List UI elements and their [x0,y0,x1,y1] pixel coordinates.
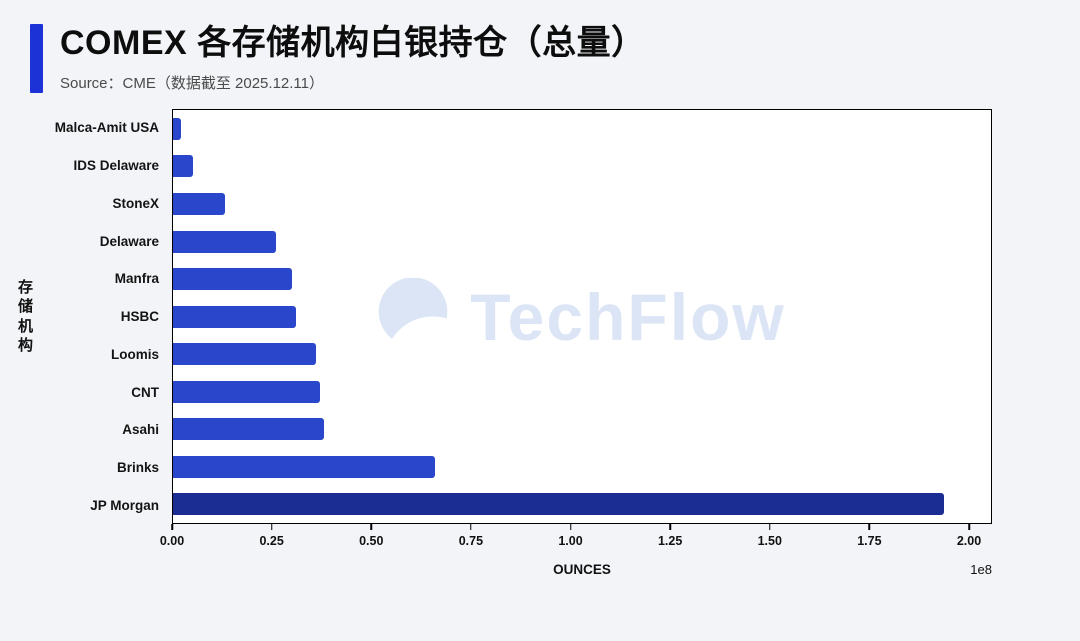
bar-asahi [173,418,325,441]
bar-cnt [173,380,321,403]
bar-row [173,260,991,298]
bar-row [173,410,991,448]
category-label: CNT [131,384,159,400]
bar-row [173,335,991,373]
bar-row [173,298,991,336]
title-block: COMEX 各存储机构白银持仓（总量） Source：CME（数据截至 2025… [60,24,646,93]
bar-row [173,486,991,524]
x-tick-label: 0.75 [458,534,484,549]
title-accent-bar [30,24,43,94]
axis-scale-label: 1e8 [970,562,992,578]
x-tick-mark [569,524,572,531]
x-tick-label: 1.25 [657,534,683,549]
x-tick-mark [270,524,273,531]
bar-malca-amit-usa [173,117,181,140]
category-label: Asahi [122,422,159,438]
plot-area: TechFlow [172,109,992,525]
category-labels: Malca-Amit USA IDS Delaware StoneX Delaware… [44,109,172,524]
bar-delaware [173,230,277,253]
x-tick-mark [171,524,173,531]
x-tick-label: 1.75 [857,534,882,549]
bar-manfra [173,268,293,291]
bar-brinks [173,455,436,478]
x-tick-label: 1.00 [558,534,583,549]
x-axis-label: OUNCES [553,562,611,578]
category-label: StoneX [112,195,159,211]
x-axis-label-row: OUNCES 1e8 [172,562,992,586]
bar-ids-delaware [173,155,193,178]
x-tick-label: 0.00 [159,534,185,549]
x-axis: 0.00 0.25 0.50 0.75 1.00 1.25 1.50 1.75 2.00 [160,524,992,556]
category-label: Delaware [99,233,159,249]
bar-stonex [173,192,225,215]
category-label: IDS Delaware [73,158,159,174]
bar-hsbc [173,305,297,328]
bar-row [173,185,991,223]
category-label: Brinks [116,460,159,476]
x-tick-label: 0.25 [259,534,284,549]
bar-row [173,448,991,486]
bar-row [173,373,991,411]
category-label: JP Morgan [90,497,159,513]
bar-row [173,223,991,261]
x-tick-label: 0.50 [359,534,384,549]
x-tick-mark [868,524,871,531]
chart-container: 存储机构 Malca-Amit USA IDS Delaware StoneX Del… [0,109,1080,586]
bar-row [173,110,991,148]
bar-row [173,148,991,186]
category-label: HSBC [120,309,159,325]
bar-jp-morgan [173,493,945,516]
page-title: COMEX 各存储机构白银持仓（总量） [60,24,646,62]
x-tick-label: 2.00 [956,534,982,549]
x-tick-mark [470,524,472,531]
category-label: Manfra [114,271,159,287]
x-tick-mark [370,524,372,531]
x-tick-mark [669,524,671,531]
y-axis-label: 存储机构 [18,278,34,355]
x-tick-mark [769,524,771,531]
bar-loomis [173,343,317,366]
category-label: Loomis [110,346,159,362]
x-tick-label: 1.50 [757,534,782,549]
chart-header: COMEX 各存储机构白银持仓（总量） Source：CME（数据截至 2025… [0,24,1080,94]
source-text: Source：CME（数据截至 2025.12.11） [60,75,324,93]
x-tick-mark [968,524,970,531]
category-label: Malca-Amit USA [54,120,159,136]
